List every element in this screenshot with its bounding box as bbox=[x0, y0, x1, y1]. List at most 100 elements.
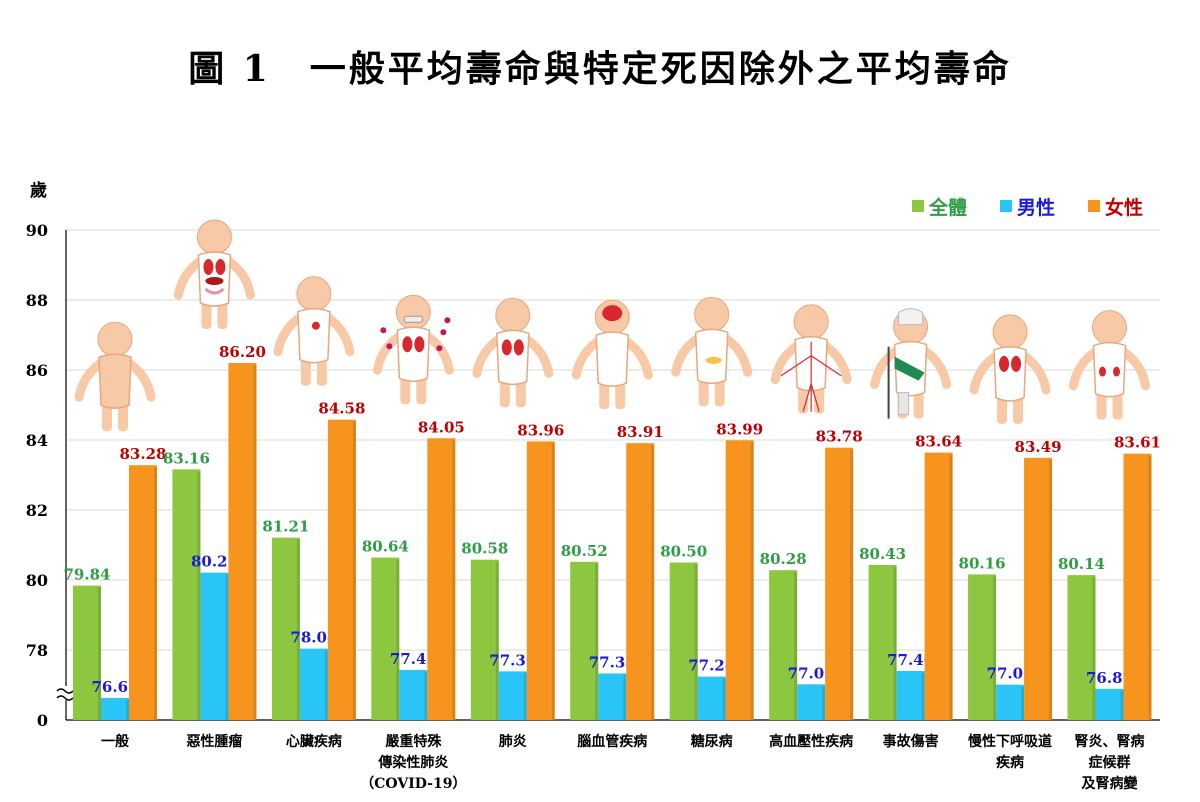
body-heart-icon bbox=[273, 276, 355, 386]
bar-female-shade bbox=[1049, 459, 1053, 720]
organ-liver bbox=[205, 277, 224, 285]
figure-arm bbox=[273, 313, 305, 357]
bar-all-shade bbox=[296, 539, 300, 720]
figure-torso bbox=[595, 331, 630, 387]
figure-leg bbox=[1112, 391, 1123, 420]
bar-female-shade bbox=[651, 445, 655, 720]
organ-brain bbox=[602, 305, 623, 322]
bar-male-shade bbox=[1021, 686, 1025, 720]
bar-male bbox=[399, 669, 428, 720]
bar-all bbox=[1067, 575, 1096, 720]
figure-arm bbox=[1069, 347, 1100, 391]
figure-leg bbox=[1013, 395, 1024, 424]
bar-male-shade bbox=[523, 673, 527, 720]
bar-all-shade bbox=[893, 566, 897, 720]
figure-leg bbox=[698, 378, 709, 407]
organ-lung bbox=[513, 339, 524, 356]
value-label-male: 77.40 bbox=[887, 651, 934, 669]
figure-arm bbox=[870, 346, 902, 390]
body-injury-cast-icon bbox=[870, 308, 952, 419]
figure-arm bbox=[920, 346, 952, 390]
figure-arm bbox=[472, 334, 504, 378]
axis-break-marker bbox=[56, 688, 74, 701]
organ-pancreas bbox=[705, 356, 722, 364]
value-label-all: 80.50 bbox=[660, 543, 707, 561]
value-label-all: 80.64 bbox=[362, 538, 409, 556]
organ-heart bbox=[311, 321, 320, 330]
value-label-female: 86.20 bbox=[219, 343, 266, 361]
figure-torso bbox=[993, 346, 1027, 402]
bar-female bbox=[626, 443, 655, 720]
figure-arm bbox=[1119, 347, 1150, 391]
bar-male bbox=[498, 671, 527, 720]
bar-all-shade bbox=[794, 572, 798, 720]
figure-arm bbox=[74, 358, 106, 402]
bar-male bbox=[797, 684, 826, 720]
value-label-all: 80.43 bbox=[859, 545, 906, 563]
bar-male bbox=[697, 676, 726, 720]
value-label-female: 83.91 bbox=[617, 423, 664, 441]
body-lungs-icon bbox=[472, 297, 554, 408]
y-tick-label: 86 bbox=[26, 361, 48, 380]
bar-female-shade bbox=[154, 467, 157, 720]
value-label-male: 76.89 bbox=[1086, 669, 1133, 687]
value-label-all: 79.84 bbox=[64, 566, 111, 584]
leg-cast bbox=[898, 392, 910, 416]
category-label: 腦血管疾病 bbox=[577, 733, 647, 750]
bar-all bbox=[73, 585, 101, 720]
bar-all-shade bbox=[595, 563, 599, 720]
value-label-male: 80.21 bbox=[191, 553, 238, 571]
figure-arm bbox=[124, 358, 156, 402]
figure-head bbox=[992, 314, 1028, 350]
value-label-male: 77.02 bbox=[788, 664, 835, 682]
y-tick-label: 78 bbox=[26, 641, 48, 660]
figure-leg bbox=[1096, 391, 1107, 420]
legend-all-swatch bbox=[912, 200, 924, 212]
figure-head bbox=[495, 297, 531, 333]
bar-all bbox=[371, 557, 400, 720]
y-tick-label: 80 bbox=[26, 571, 48, 590]
value-label-all: 80.52 bbox=[561, 542, 608, 560]
figure-head bbox=[97, 321, 133, 357]
figure-arm bbox=[671, 333, 703, 377]
organ-kidney bbox=[1099, 366, 1106, 377]
value-label-all: 80.28 bbox=[760, 550, 807, 568]
organ-lung bbox=[215, 259, 226, 275]
bar-male-shade bbox=[1120, 690, 1124, 720]
blood-vessels bbox=[780, 341, 842, 412]
figure-leg bbox=[102, 403, 112, 432]
figure-arm bbox=[571, 336, 603, 380]
virus-particle bbox=[440, 329, 447, 336]
legend-male-label: 男性 bbox=[1017, 196, 1055, 219]
bar-male bbox=[200, 572, 229, 720]
figure-leg bbox=[400, 376, 411, 405]
value-label-all: 83.16 bbox=[163, 449, 210, 467]
value-label-female: 83.99 bbox=[716, 420, 763, 438]
body-covid-lungs-icon bbox=[372, 294, 454, 405]
figure-leg bbox=[201, 301, 212, 329]
virus-particle bbox=[444, 317, 451, 324]
figure-arm bbox=[969, 351, 1001, 395]
figure-arm bbox=[422, 331, 454, 375]
bar-all bbox=[868, 564, 897, 720]
value-label-female: 83.96 bbox=[517, 421, 564, 439]
bar-all-shade bbox=[495, 561, 499, 720]
category-label: 腎炎、腎病 bbox=[1075, 733, 1145, 750]
category-label: 一般 bbox=[101, 733, 129, 750]
bar-all bbox=[470, 559, 499, 720]
figure-leg bbox=[599, 381, 610, 410]
bar-male-shade bbox=[722, 678, 726, 720]
y-tick-label: 88 bbox=[26, 291, 48, 310]
y-tick-label: 90 bbox=[26, 221, 48, 240]
category-label: （COVID-19） bbox=[360, 776, 466, 792]
category-label: 事故傷害 bbox=[883, 733, 939, 750]
bar-female bbox=[129, 465, 157, 720]
bar-all bbox=[570, 561, 599, 720]
value-label-all: 81.21 bbox=[262, 518, 309, 536]
value-label-female: 83.64 bbox=[915, 433, 962, 451]
bar-male-shade bbox=[921, 673, 925, 720]
bar-male bbox=[598, 673, 627, 720]
bar-all bbox=[769, 570, 798, 720]
bar-all-shade bbox=[993, 576, 997, 720]
